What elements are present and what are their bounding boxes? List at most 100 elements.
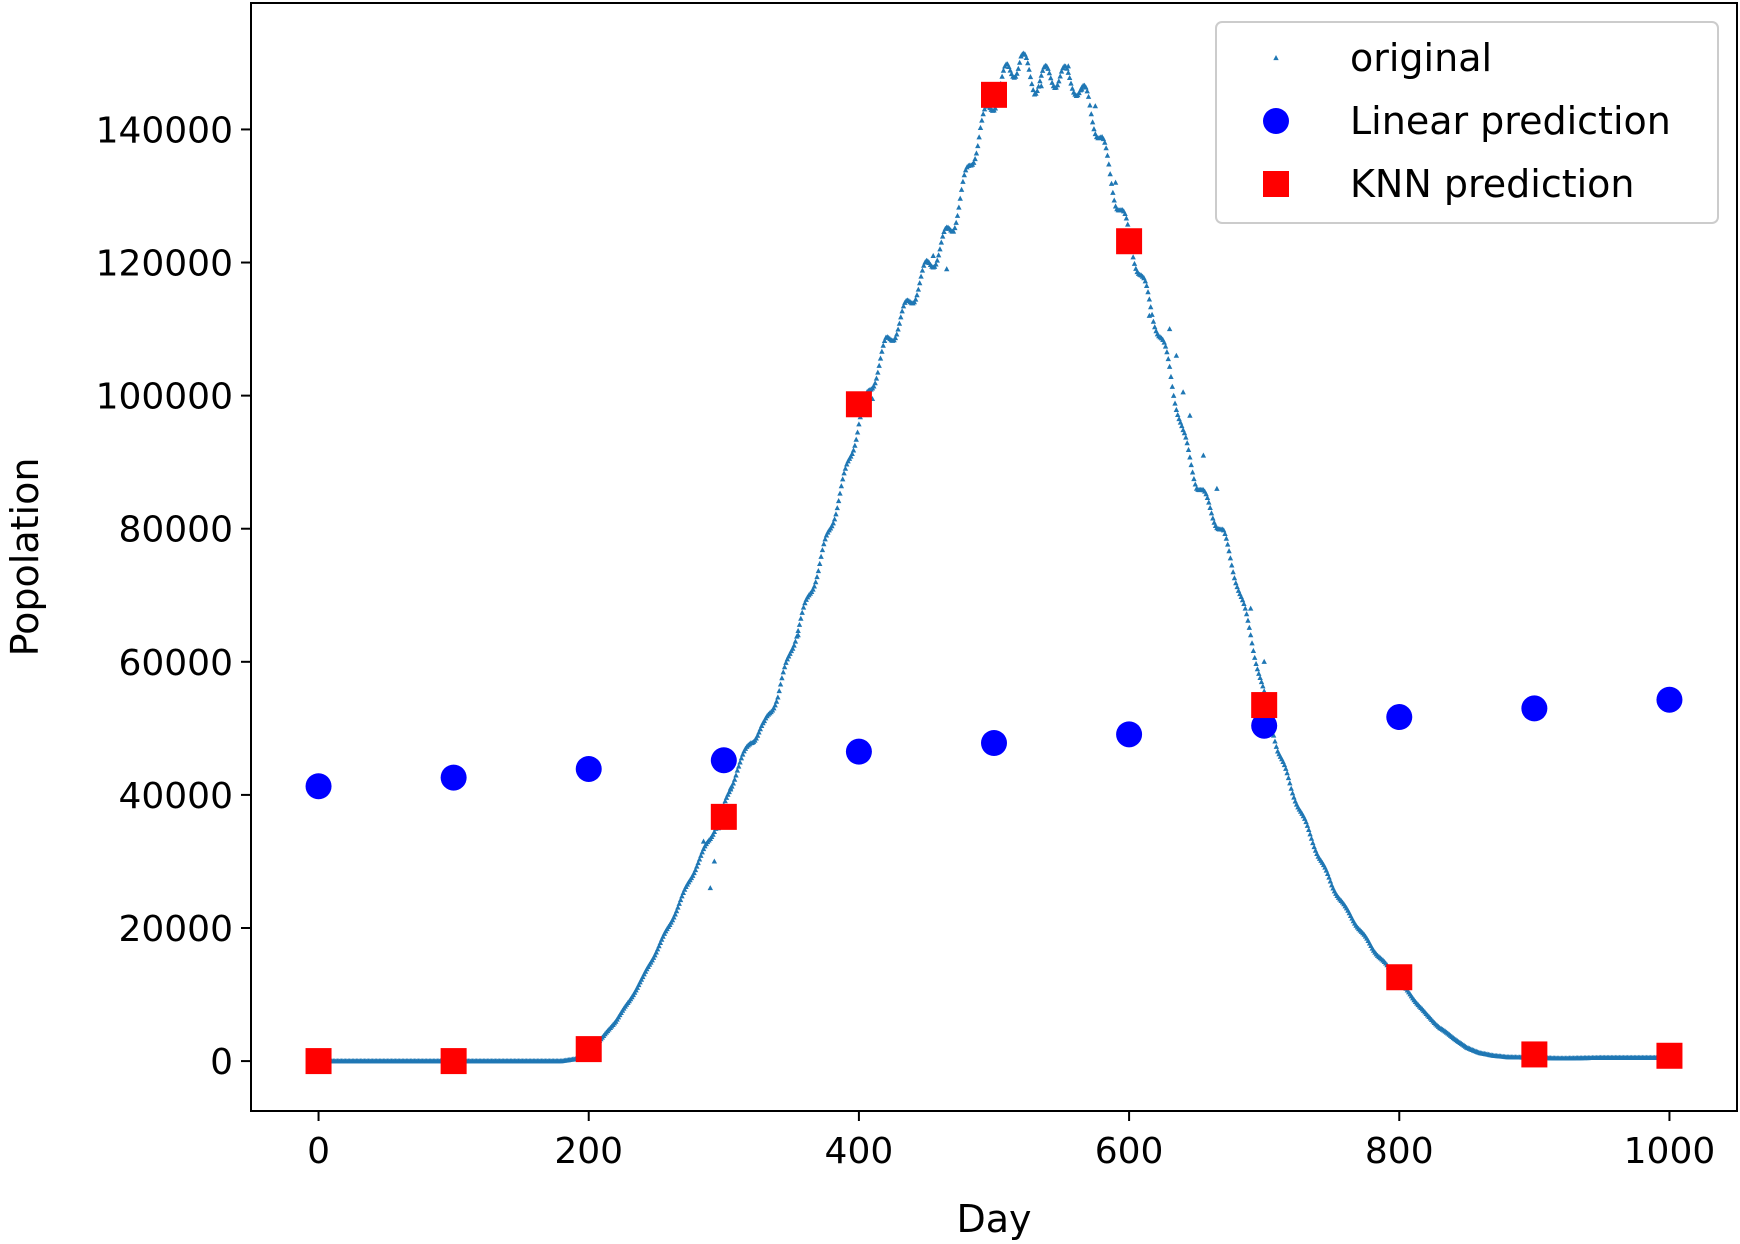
original-point	[981, 106, 988, 112]
original-point	[1249, 640, 1255, 646]
original-point	[1087, 102, 1093, 108]
original-point	[980, 111, 986, 117]
original-point	[1233, 580, 1239, 586]
original-point	[1131, 260, 1138, 266]
original-point	[839, 476, 846, 482]
legend-marker-knn-prediction	[1263, 171, 1289, 197]
original-point	[1014, 70, 1020, 76]
original-point	[837, 490, 843, 496]
original-point	[723, 794, 730, 800]
original-point	[634, 984, 641, 990]
original-point	[1143, 282, 1150, 289]
original-point	[725, 791, 731, 797]
original-point	[1285, 775, 1292, 781]
original-point	[810, 586, 816, 592]
original-point	[914, 292, 920, 298]
y-tick-label: 0	[210, 1042, 233, 1083]
original-point	[895, 326, 901, 332]
original-point	[753, 735, 759, 741]
original-point	[1180, 389, 1186, 395]
original-point	[915, 286, 922, 292]
original-point	[1225, 541, 1231, 547]
linear-prediction-point	[1116, 721, 1143, 748]
plot-frame	[250, 2, 1738, 1112]
original-point	[1027, 73, 1034, 80]
original-point	[672, 911, 678, 917]
original-point	[1162, 343, 1169, 349]
original-point	[952, 225, 958, 231]
original-point	[881, 337, 888, 343]
original-point	[1038, 72, 1044, 78]
x-axis-label: Day	[956, 1197, 1031, 1241]
original-point	[838, 483, 845, 489]
original-point	[1033, 90, 1039, 96]
original-point	[918, 273, 924, 279]
original-point	[1122, 210, 1128, 217]
original-point	[681, 886, 688, 892]
original-point	[977, 124, 984, 131]
original-point	[650, 954, 657, 960]
original-point	[1230, 569, 1236, 575]
original-point	[1092, 103, 1099, 109]
original-point	[1130, 254, 1136, 260]
original-point	[1250, 647, 1257, 653]
legend-marker-linear-prediction	[1263, 108, 1289, 134]
original-point	[799, 609, 805, 615]
original-point	[822, 536, 828, 542]
y-tick-label: 20000	[118, 909, 233, 950]
original-point	[800, 604, 807, 610]
original-point	[734, 767, 741, 773]
original-point	[872, 380, 878, 386]
legend-label-linear-prediction: Linear prediction	[1350, 99, 1671, 143]
original-point	[1206, 499, 1212, 505]
original-point	[692, 866, 699, 873]
original-point	[1016, 59, 1023, 65]
original-point	[1261, 688, 1267, 694]
original-point	[812, 579, 819, 585]
original-point	[1068, 80, 1074, 86]
original-point	[1245, 617, 1251, 623]
original-point	[877, 355, 884, 361]
linear-prediction-point	[845, 738, 872, 765]
original-point	[1069, 85, 1076, 91]
original-point	[1283, 765, 1289, 771]
original-point	[937, 246, 943, 252]
linear-prediction-point	[440, 764, 467, 791]
original-point	[1175, 411, 1181, 418]
original-point	[1200, 452, 1207, 458]
x-tick-label: 800	[1365, 1131, 1434, 1172]
original-point	[833, 511, 839, 517]
original-point	[1084, 88, 1090, 94]
original-point	[1165, 355, 1171, 362]
original-point	[956, 204, 962, 210]
original-point	[1188, 462, 1194, 468]
linear-prediction-point	[1656, 686, 1683, 713]
y-tick-label: 60000	[118, 643, 233, 684]
original-point	[1231, 575, 1238, 581]
original-point	[1103, 145, 1109, 151]
original-point	[834, 505, 840, 511]
original-point	[1037, 78, 1043, 84]
original-point	[1112, 179, 1119, 185]
original-point	[1326, 874, 1332, 880]
series-original	[315, 50, 1673, 1064]
original-point	[690, 872, 696, 878]
original-point	[675, 904, 681, 910]
original-point	[1304, 822, 1311, 828]
original-point	[1125, 221, 1131, 227]
y-tick-label: 80000	[118, 510, 233, 551]
knn-prediction-point	[710, 803, 737, 830]
original-point	[795, 632, 801, 638]
original-point	[1272, 738, 1278, 744]
legend-marker-original	[1273, 55, 1279, 61]
legend-triangle-icon	[1273, 55, 1279, 61]
original-point	[1191, 475, 1197, 482]
y-axis-label: Popolation	[3, 458, 47, 657]
original-point	[1065, 69, 1071, 75]
original-point	[727, 785, 734, 791]
original-point	[754, 732, 761, 738]
original-point	[1161, 339, 1167, 345]
original-point	[1307, 831, 1313, 837]
knn-prediction-point	[1386, 964, 1413, 991]
